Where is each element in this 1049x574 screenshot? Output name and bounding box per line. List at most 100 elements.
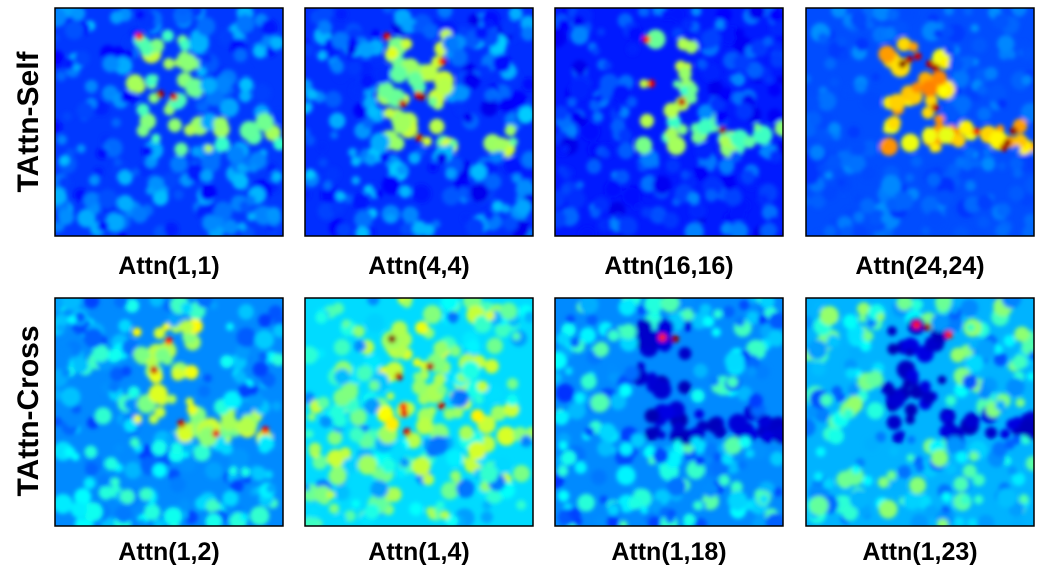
heat-spot: [574, 461, 587, 474]
heat-spot: [555, 383, 575, 403]
heat-spot: [511, 173, 522, 184]
heat-spot: [232, 173, 249, 190]
heat-spot: [55, 493, 73, 514]
heat-spot: [219, 442, 233, 455]
heat-spot: [842, 314, 858, 330]
heat-spot: [351, 499, 361, 509]
heat-spot: [733, 54, 751, 72]
heat-spot: [888, 93, 906, 112]
heat-spot: [969, 451, 979, 462]
heat-spot: [666, 135, 686, 156]
heat-spot: [411, 184, 431, 204]
heat-spot: [385, 47, 399, 60]
heat-spot: [258, 313, 272, 328]
heat-spot: [958, 120, 974, 136]
heat-spot: [978, 386, 992, 400]
hot-spot: [382, 32, 391, 41]
heat-spot: [822, 478, 835, 490]
heat-spot: [887, 343, 899, 355]
heat-spot: [578, 226, 596, 236]
heat-spot: [116, 230, 126, 236]
heat-spot: [722, 305, 735, 318]
heat-spot: [620, 323, 637, 340]
heat-spot: [595, 516, 609, 526]
heat-spot: [821, 185, 838, 201]
heat-spot: [483, 19, 495, 31]
heat-spot: [502, 216, 519, 232]
heat-spot: [563, 356, 575, 368]
heat-spot: [921, 390, 936, 405]
heat-spot: [1001, 298, 1022, 309]
heat-spot: [1008, 185, 1025, 202]
heat-spot: [396, 164, 409, 176]
heat-spot: [902, 491, 922, 510]
heat-spot: [1009, 156, 1024, 171]
heat-spot: [679, 298, 695, 310]
heat-spot: [933, 29, 943, 39]
heat-spot: [230, 479, 244, 493]
heat-spot: [458, 425, 474, 441]
heat-spot: [305, 134, 316, 146]
row-label: TAttn-Self: [12, 50, 45, 192]
heat-spot: [328, 466, 347, 486]
heat-spot: [102, 55, 120, 73]
heat-spot: [305, 42, 314, 57]
heat-spot: [167, 118, 182, 133]
heat-spot: [422, 23, 439, 40]
heat-spot: [204, 144, 213, 153]
heat-spot: [225, 322, 235, 331]
heat-spot: [567, 97, 577, 108]
heat-spot: [666, 509, 676, 519]
heat-spot: [470, 163, 487, 181]
heat-spot: [195, 95, 205, 105]
heat-spot: [1006, 418, 1018, 431]
heat-spot: [879, 137, 898, 156]
heat-spot: [515, 199, 532, 216]
heat-spot: [315, 311, 328, 324]
heat-spot: [1021, 339, 1034, 356]
heat-spot: [693, 363, 708, 379]
heat-layer: [55, 298, 283, 526]
heat-spot: [149, 298, 164, 307]
heat-spot: [305, 516, 320, 526]
heat-spot: [427, 96, 438, 107]
heat-spot: [938, 126, 955, 144]
heat-spot: [806, 111, 822, 127]
heat-spot: [878, 45, 896, 63]
heat-spot: [55, 388, 63, 401]
heat-spot: [660, 298, 680, 313]
heat-spot: [364, 503, 380, 519]
heat-spot: [353, 340, 366, 353]
heat-spot: [815, 446, 826, 457]
heat-spot: [339, 447, 352, 460]
heat-spot: [645, 29, 666, 50]
heat-spot: [174, 142, 189, 157]
heat-spot: [111, 117, 121, 128]
heat-spot: [58, 209, 75, 226]
heat-spot: [950, 347, 966, 363]
hot-spot: [912, 320, 921, 329]
heat-spot: [236, 327, 257, 348]
heat-spot: [909, 476, 927, 494]
heat-spot: [442, 35, 460, 52]
heat-spot: [350, 156, 362, 167]
heat-spot: [889, 479, 904, 494]
heat-spot: [590, 393, 610, 413]
heat-spot: [960, 298, 979, 317]
heat-spot: [341, 319, 351, 328]
heat-spot: [223, 390, 242, 410]
heat-spot: [305, 346, 318, 365]
heat-spot: [67, 315, 77, 325]
heat-spot: [372, 65, 392, 84]
heat-spot: [769, 150, 783, 163]
heat-spot: [749, 298, 758, 303]
heat-spot: [806, 406, 818, 419]
heat-spot: [644, 408, 660, 424]
heat-spot: [1028, 350, 1034, 361]
heat-spot: [729, 221, 749, 236]
heat-spot: [446, 311, 459, 324]
heat-spot: [867, 208, 885, 226]
heat-spot: [640, 175, 657, 192]
heat-spot: [162, 322, 171, 331]
heat-spot: [131, 168, 140, 177]
